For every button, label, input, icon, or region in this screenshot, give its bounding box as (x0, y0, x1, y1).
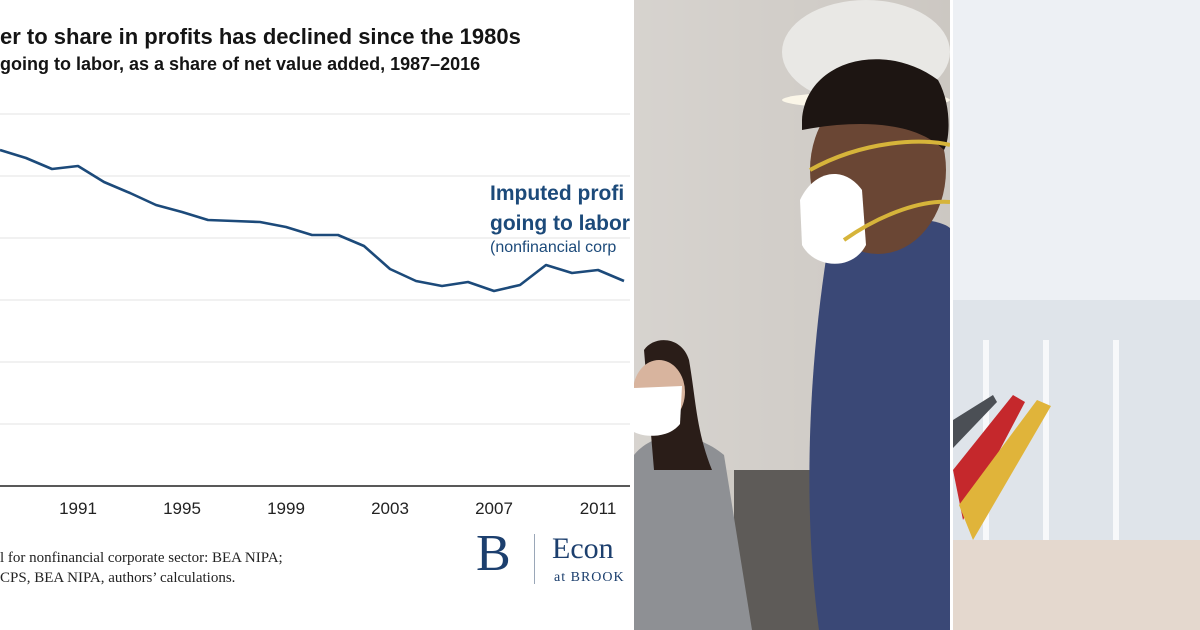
logo-letter: B (476, 525, 511, 582)
x-tick-label: 2007 (475, 499, 513, 518)
person-right-sweater (809, 219, 950, 630)
line-chart: 1991 1995 1999 2003 2007 2011 (0, 113, 630, 518)
series-annotation-line3: (nonfinancial corp (490, 239, 617, 256)
logo-name: Econ (552, 532, 614, 565)
photo-illustration-2 (953, 0, 1200, 630)
x-tick-label: 2011 (580, 499, 617, 518)
chart-panel: er to share in profits has declined sinc… (0, 24, 630, 586)
series-annotation-line2: going to labor (490, 212, 630, 235)
x-tick-label: 1991 (59, 499, 97, 518)
pencil-yellow (959, 400, 1051, 540)
photo-people-wearing-masks (634, 0, 950, 630)
chart-title: er to share in profits has declined sinc… (0, 24, 521, 49)
panel-gap (950, 0, 953, 630)
logo-subtitle: at BROOK (554, 570, 625, 585)
photo-illustration (634, 0, 950, 630)
chart-subtitle: going to labor, as a share of net value … (0, 54, 481, 74)
series-annotation-line1: Imputed profi (490, 182, 625, 205)
mask-person-right (800, 173, 866, 264)
logo-divider (534, 534, 535, 584)
x-tick-label: 1999 (267, 499, 305, 518)
mask-woman-left (634, 386, 682, 436)
x-tick-label: 2003 (371, 499, 409, 518)
photo-pencils-desk (953, 0, 1200, 630)
pencil-red (953, 395, 1025, 520)
source-note-line1: l for nonfinancial corporate sector: BEA… (0, 550, 283, 566)
series-line-labor-profits (0, 148, 625, 293)
source-note-line2: CPS, BEA NIPA, authors’ calculations. (0, 570, 236, 586)
x-tick-label: 1995 (163, 499, 201, 518)
